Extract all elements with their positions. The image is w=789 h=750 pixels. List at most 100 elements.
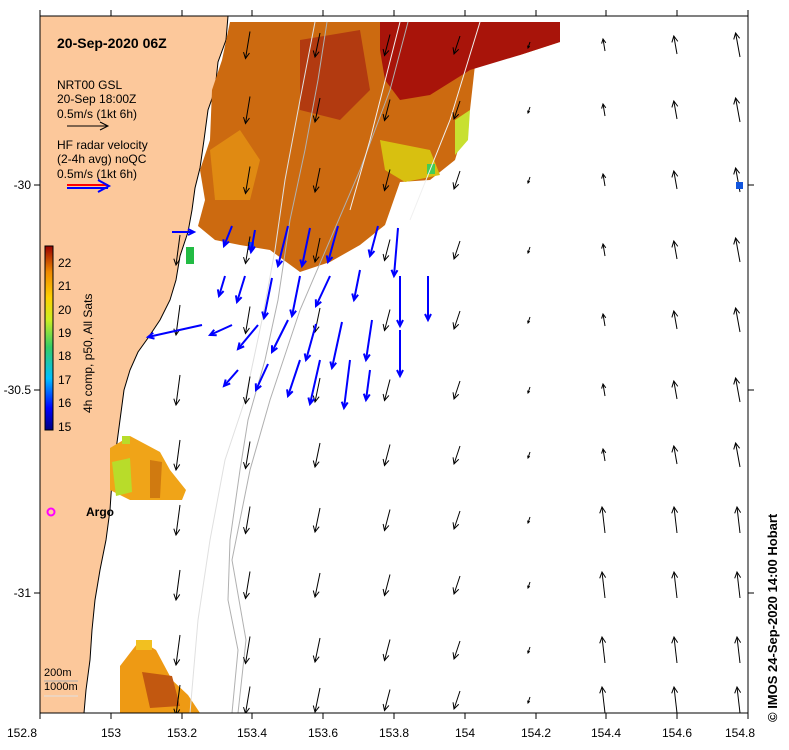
model-arrow bbox=[735, 97, 741, 123]
model-arrow bbox=[453, 310, 461, 330]
radar-arrow bbox=[236, 275, 246, 303]
model-arrow-head bbox=[733, 306, 741, 315]
model-arrow-head bbox=[243, 526, 250, 535]
radar-arrow-head bbox=[248, 245, 256, 255]
model-arrow-head bbox=[312, 525, 320, 534]
colorbar-tick: 19 bbox=[58, 326, 72, 340]
radar-arrow-head bbox=[222, 239, 230, 249]
model-arrow-head bbox=[382, 588, 390, 597]
radar-arrow-head bbox=[261, 311, 269, 321]
model-arrow-head bbox=[382, 253, 390, 262]
model-arrow-head bbox=[452, 112, 460, 121]
radar-arrow-head bbox=[329, 361, 337, 371]
model-arrow bbox=[245, 441, 251, 469]
model-arrow bbox=[245, 96, 251, 124]
depth-legend: 200m 1000m bbox=[44, 667, 78, 693]
model-legend-line1: NRT00 GSL bbox=[57, 78, 122, 92]
x-tick-label: 153.4 bbox=[237, 726, 267, 740]
model-arrow-head bbox=[382, 48, 390, 57]
radar-arrow bbox=[147, 324, 203, 338]
model-arrow-head bbox=[733, 441, 741, 450]
model-arrow bbox=[602, 173, 606, 187]
radar-legend-line2: (2-4h avg) noQC bbox=[57, 152, 147, 166]
model-arrow bbox=[673, 240, 678, 260]
y-tick-label: -30 bbox=[14, 178, 32, 192]
model-arrow bbox=[673, 310, 678, 330]
model-arrow bbox=[601, 571, 606, 599]
radar-arrow-head bbox=[351, 293, 359, 303]
model-arrow bbox=[735, 442, 741, 468]
model-arrow-head bbox=[601, 242, 607, 249]
model-arrow bbox=[245, 506, 251, 534]
model-arrow bbox=[245, 686, 251, 713]
model-arrow-head bbox=[452, 47, 460, 56]
radar-arrow-head bbox=[216, 289, 225, 299]
model-arrow bbox=[384, 379, 391, 401]
model-arrow-head bbox=[452, 522, 460, 531]
model-arrow-head bbox=[527, 650, 531, 655]
model-arrow bbox=[602, 243, 606, 257]
radar-arrow bbox=[209, 324, 233, 336]
radar-arrow bbox=[327, 225, 339, 263]
x-tick-label: 154.2 bbox=[521, 726, 551, 740]
radar-arrow bbox=[301, 227, 311, 267]
argo-float-marker bbox=[46, 507, 56, 517]
model-arrow bbox=[245, 636, 251, 664]
model-arrow bbox=[736, 636, 741, 664]
mooring-marker bbox=[736, 182, 743, 189]
model-arrow-head bbox=[601, 37, 607, 44]
model-arrow-head bbox=[671, 34, 679, 43]
model-arrow-head bbox=[312, 655, 320, 664]
radar-arrow-head bbox=[396, 369, 404, 379]
model-arrow bbox=[175, 234, 181, 266]
model-arrow bbox=[602, 313, 606, 327]
model-arrow bbox=[245, 571, 251, 599]
model-arrow-head bbox=[452, 702, 460, 711]
radar-arrow bbox=[305, 323, 317, 361]
colorbar-tick: 16 bbox=[58, 396, 72, 410]
colorbar: 22 21 20 19 18 17 16 15 4h comp, p50, Al… bbox=[44, 245, 95, 434]
colorbar-tick: 20 bbox=[58, 303, 72, 317]
radar-arrow-head bbox=[234, 295, 243, 305]
credit-text: © IMOS 24-Sep-2020 14:00 Hobart bbox=[765, 513, 780, 722]
model-arrow bbox=[175, 684, 181, 713]
model-legend-line3: 0.5m/s (1kt 6h) bbox=[57, 107, 137, 121]
x-tick-label: 152.8 bbox=[7, 726, 37, 740]
model-arrow bbox=[314, 442, 321, 468]
model-arrow bbox=[384, 169, 391, 191]
model-arrow bbox=[673, 170, 678, 190]
depth-contours-light bbox=[349, 21, 481, 221]
model-arrow-head bbox=[312, 590, 320, 599]
model-arrow-head bbox=[671, 169, 679, 178]
model-arrow bbox=[245, 306, 251, 334]
model-arrow-head bbox=[312, 705, 320, 713]
radar-arrow-head bbox=[307, 397, 316, 407]
model-arrow bbox=[384, 574, 391, 596]
colorbar-gradient bbox=[44, 245, 54, 431]
model-arrow bbox=[175, 504, 181, 536]
model-arrow bbox=[384, 309, 391, 331]
model-arrow-head bbox=[452, 252, 460, 261]
model-arrow-head bbox=[527, 585, 531, 590]
model-arrow-head bbox=[173, 463, 181, 472]
model-arrow-head bbox=[527, 520, 531, 525]
model-arrow-head bbox=[734, 505, 742, 514]
model-legend-arrow bbox=[67, 121, 110, 131]
radar-arrow-head bbox=[303, 353, 312, 363]
radar-legend-line3: 0.5m/s (1kt 6h) bbox=[57, 167, 137, 181]
model-arrow-head bbox=[243, 591, 250, 600]
model-arrow-head bbox=[243, 461, 250, 470]
radar-arrow bbox=[287, 359, 301, 397]
model-arrow-head bbox=[382, 523, 390, 532]
radar-arrow-head bbox=[367, 249, 376, 259]
model-arrow-head bbox=[527, 390, 531, 395]
radar-arrow bbox=[271, 319, 289, 353]
radar-arrow bbox=[393, 227, 399, 277]
model-arrow-head bbox=[671, 635, 679, 644]
radar-arrow-head bbox=[207, 329, 217, 337]
model-arrow-head bbox=[733, 376, 741, 385]
radar-arrow-head bbox=[236, 342, 245, 351]
model-arrow bbox=[314, 507, 321, 533]
model-arrow bbox=[245, 166, 251, 194]
x-tick-label: 154.6 bbox=[662, 726, 692, 740]
